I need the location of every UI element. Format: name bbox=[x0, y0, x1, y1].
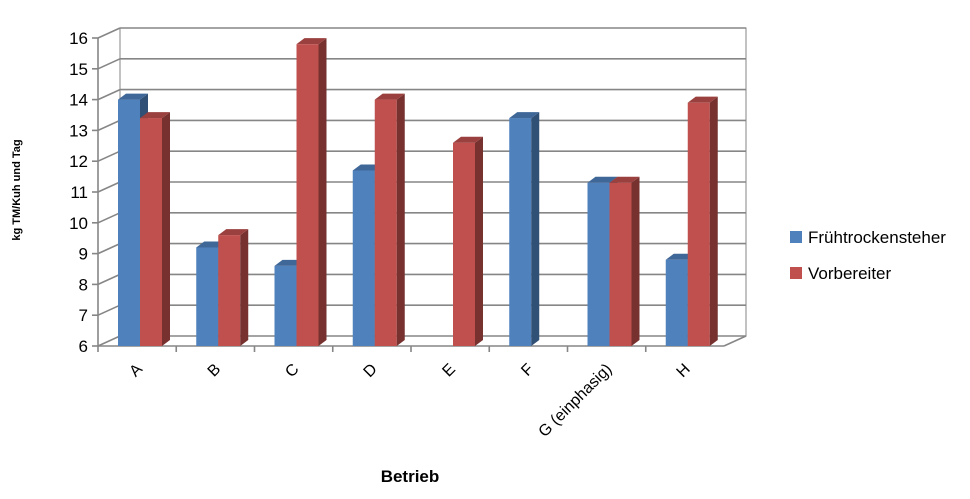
gridline-side bbox=[97, 273, 121, 286]
gridline-side bbox=[97, 304, 121, 316]
grid bbox=[97, 27, 747, 347]
y-tick-label: 10 bbox=[69, 214, 88, 233]
x-tick-label: F bbox=[518, 361, 537, 380]
legend-swatch-vorbereiter bbox=[790, 267, 802, 279]
bars bbox=[118, 38, 718, 347]
x-tick-label: H bbox=[674, 361, 694, 381]
legend-label-vorbereiter: Vorbereiter bbox=[808, 264, 891, 283]
x-tick-label: A bbox=[126, 361, 146, 381]
x-tick-label: D bbox=[361, 361, 381, 381]
y-tick-label: 14 bbox=[69, 91, 88, 110]
bar-vorbereiter-e bbox=[453, 136, 483, 346]
gridline-side bbox=[97, 27, 121, 39]
x-tick-label: E bbox=[439, 361, 459, 381]
y-tick-label: 6 bbox=[79, 337, 88, 356]
gridline-side bbox=[97, 119, 121, 132]
gridline-side bbox=[97, 242, 121, 255]
y-tick-label: 9 bbox=[79, 245, 88, 264]
y-tick-label: 13 bbox=[69, 121, 88, 140]
x-tick-label: C bbox=[282, 361, 302, 381]
bar-vorbereiter-d bbox=[374, 93, 405, 346]
gridline-side bbox=[97, 150, 121, 162]
y-tick-label: 11 bbox=[70, 183, 88, 202]
gridline-side bbox=[97, 181, 121, 193]
gridline-side bbox=[97, 58, 121, 70]
gridline-side bbox=[97, 88, 121, 101]
y-tick-labels: 6 7 8 9 10 11 12 13 14 15 16 bbox=[69, 29, 88, 356]
legend-swatch-fruehtrockensteher bbox=[790, 231, 802, 243]
y-tick-label: 7 bbox=[79, 306, 88, 325]
gridline-side bbox=[97, 212, 121, 224]
bar-fr-htrockensteher-f bbox=[509, 112, 540, 346]
legend: Frühtrockensteher Vorbereiter bbox=[790, 228, 946, 283]
bar-vorbereiter-h bbox=[687, 96, 718, 347]
x-tick-labels: A B C D E FG (einphasig) H bbox=[126, 361, 693, 441]
x-tick-label: G (einphasig) bbox=[536, 361, 616, 441]
bar-vorbereiter-b bbox=[218, 229, 249, 346]
x-tick-label: B bbox=[205, 361, 225, 381]
bar-vorbereiter-g-einphasig bbox=[609, 176, 640, 346]
y-axis-label: kg TM/Kuh und Tag bbox=[11, 139, 23, 240]
bar-vorbereiter-c bbox=[296, 38, 327, 346]
bar-vorbereiter-a bbox=[140, 112, 170, 346]
y-tick-label: 12 bbox=[69, 152, 88, 171]
y-tick-label: 8 bbox=[79, 275, 88, 294]
gridline-side bbox=[97, 335, 121, 347]
legend-label-fruehtrockensteher: Frühtrockensteher bbox=[808, 228, 946, 247]
x-axis-label: Betrieb bbox=[381, 467, 440, 486]
y-tick-label: 15 bbox=[69, 60, 88, 79]
y-tick-label: 16 bbox=[69, 29, 88, 48]
floor-edge bbox=[723, 335, 747, 347]
